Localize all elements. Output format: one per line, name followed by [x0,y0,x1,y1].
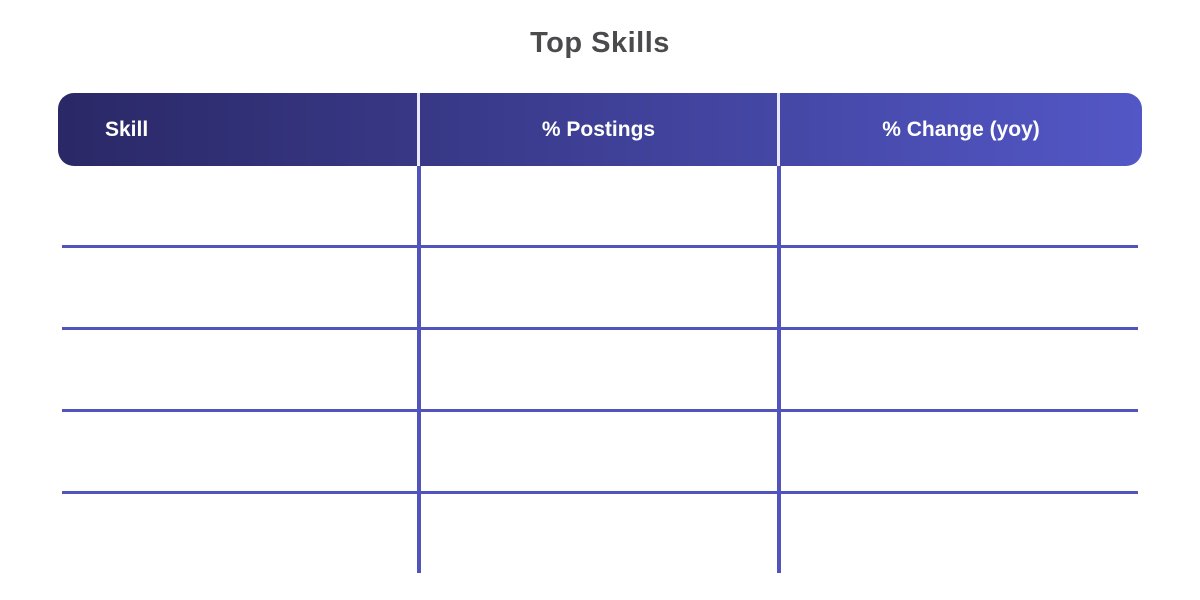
table-body [62,166,1138,573]
cell-skill [62,412,417,491]
cell-change [777,330,1138,409]
header-cell-change: % Change (yoy) [777,93,1142,166]
header-cell-postings: % Postings [417,93,777,166]
cell-change [777,248,1138,327]
cell-change [777,166,1138,245]
cell-skill [62,494,417,573]
table-row [62,412,1138,494]
cell-postings [417,412,777,491]
cell-change [777,412,1138,491]
cell-postings [417,166,777,245]
cell-skill [62,330,417,409]
table-header: Skill % Postings % Change (yoy) [58,93,1142,166]
table-row [62,330,1138,412]
cell-postings [417,248,777,327]
cell-skill [62,166,417,245]
table-row [62,494,1138,573]
cell-postings [417,494,777,573]
page-title: Top Skills [530,27,670,59]
cell-skill [62,248,417,327]
table-row [62,248,1138,330]
header-cell-skill: Skill [105,117,149,141]
cell-postings [417,330,777,409]
cell-change [777,494,1138,573]
table-row [62,166,1138,248]
